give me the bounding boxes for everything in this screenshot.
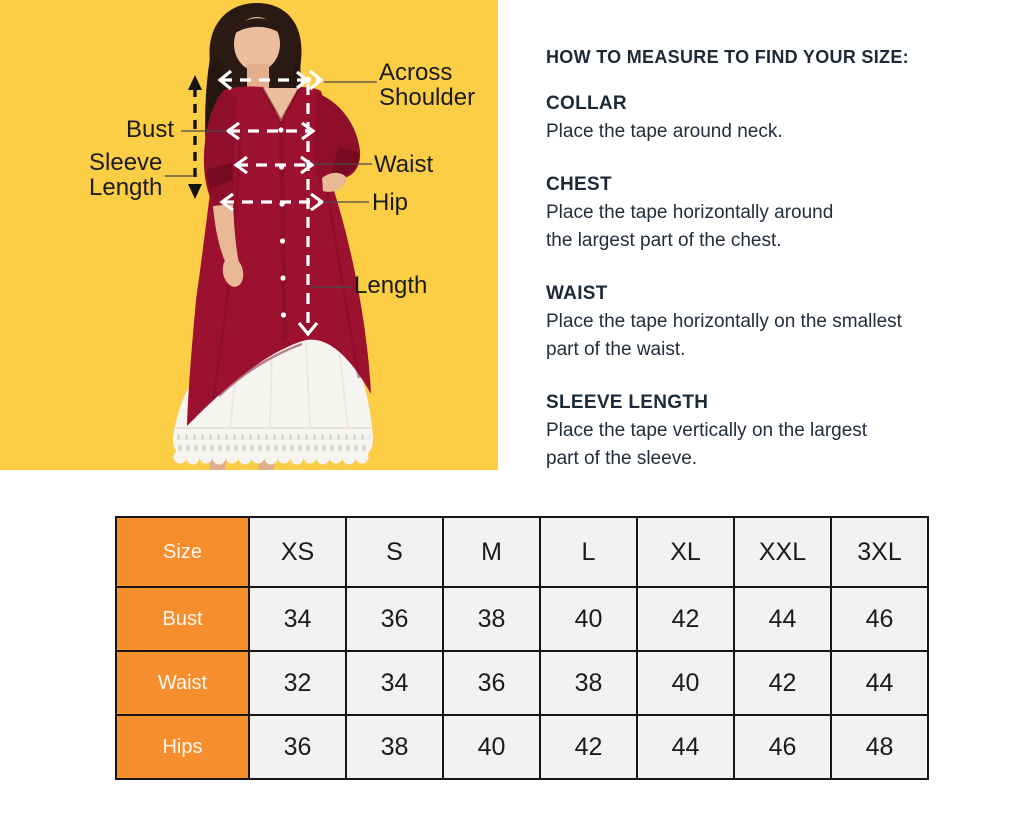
row-header-hips: Hips — [115, 714, 250, 780]
section-title: HOW TO MEASURE TO FIND YOUR SIZE: — [546, 47, 909, 67]
hips-value: 38 — [345, 714, 444, 780]
across-shoulder-line — [217, 69, 324, 91]
hips-value: 44 — [636, 714, 735, 780]
length-line — [297, 84, 319, 337]
measurement-annotations — [165, 69, 377, 337]
hip-line — [219, 192, 325, 212]
table-row-size: Size XS S M L XL XXL 3XL — [115, 516, 929, 588]
instruction-text: the largest part of the chest. — [546, 230, 782, 251]
model-chest-skin — [262, 88, 300, 120]
hips-value: 46 — [733, 714, 832, 780]
waist-value: 32 — [248, 650, 347, 716]
label-sleeve-length: Sleeve Length — [89, 149, 163, 201]
label-hip: Hip — [372, 189, 409, 216]
instruction-collar: COLLAR Place the tape around neck. — [546, 90, 986, 146]
lace-scallops — [173, 450, 369, 465]
instruction-chest: CHEST Place the tape horizontally around… — [546, 171, 986, 255]
table-row-bust: Bust 34 36 38 40 42 44 46 — [115, 586, 929, 652]
label-waist: Waist — [374, 151, 434, 178]
row-header-bust: Bust — [115, 586, 250, 652]
waist-value: 38 — [539, 650, 638, 716]
instruction-text: Place the tape around neck. — [546, 121, 783, 142]
table-row-waist: Waist 32 34 36 38 40 42 44 — [115, 650, 929, 716]
instruction-term: COLLAR — [546, 93, 627, 114]
bust-value: 44 — [733, 586, 832, 652]
row-header-waist: Waist — [115, 650, 250, 716]
label-length: Length — [354, 272, 428, 299]
label-connectors — [165, 81, 377, 288]
table-row-hips: Hips 36 38 40 42 44 46 48 — [115, 714, 929, 780]
instruction-sleeve-length: SLEEVE LENGTH Place the tape vertically … — [546, 389, 986, 473]
size-cell: S — [345, 516, 444, 588]
bust-value: 46 — [830, 586, 929, 652]
hips-value: 40 — [442, 714, 541, 780]
instruction-text: part of the waist. — [546, 339, 686, 360]
instruction-term: WAIST — [546, 283, 608, 304]
instruction-text: Place the tape horizontally on the small… — [546, 311, 902, 332]
size-cell: XS — [248, 516, 347, 588]
waist-value: 44 — [830, 650, 929, 716]
bust-line — [225, 121, 316, 141]
measurement-figure-panel: Across Shoulder Bust Sleeve Length Waist… — [0, 0, 498, 470]
model-neck — [247, 64, 269, 90]
label-bust: Bust — [126, 116, 175, 143]
size-chart-table: Size XS S M L XL XXL 3XL Bust 34 36 38 4… — [115, 516, 929, 780]
model-right-arm — [313, 93, 361, 192]
hips-value: 42 — [539, 714, 638, 780]
bust-value: 38 — [442, 586, 541, 652]
waist-value: 40 — [636, 650, 735, 716]
model-figure — [172, 3, 373, 470]
model-left-hand — [222, 257, 244, 287]
bust-value: 40 — [539, 586, 638, 652]
size-cell: XL — [636, 516, 735, 588]
instruction-term: CHEST — [546, 174, 612, 195]
size-cell: 3XL — [830, 516, 929, 588]
bust-value: 34 — [248, 586, 347, 652]
model-face — [234, 17, 280, 71]
instruction-waist: WAIST Place the tape horizontally on the… — [546, 280, 986, 364]
instruction-text: Place the tape horizontally around — [546, 202, 834, 223]
button-placket — [278, 120, 288, 341]
hips-value: 48 — [830, 714, 929, 780]
waist-value: 36 — [442, 650, 541, 716]
instruction-text: part of the sleeve. — [546, 448, 698, 469]
model-right-hand — [322, 172, 347, 192]
instruction-text: Place the tape vertically on the largest — [546, 420, 868, 441]
how-to-measure-section: HOW TO MEASURE TO FIND YOUR SIZE: COLLAR… — [546, 46, 986, 498]
model-left-arm — [203, 90, 244, 287]
label-across-shoulder: Across Shoulder — [379, 59, 476, 111]
size-cell: L — [539, 516, 638, 588]
waist-value: 34 — [345, 650, 444, 716]
size-cell: XXL — [733, 516, 832, 588]
model-measurement-illustration — [0, 0, 498, 470]
bust-value: 36 — [345, 586, 444, 652]
size-cell: M — [442, 516, 541, 588]
sleeve-length-arrow — [188, 75, 202, 199]
model-fringe — [234, 18, 281, 34]
collar-v — [260, 86, 302, 122]
instruction-term: SLEEVE LENGTH — [546, 392, 709, 413]
hips-value: 36 — [248, 714, 347, 780]
bust-value: 42 — [636, 586, 735, 652]
waist-line — [233, 155, 315, 175]
waist-value: 42 — [733, 650, 832, 716]
row-header-size: Size — [115, 516, 250, 588]
